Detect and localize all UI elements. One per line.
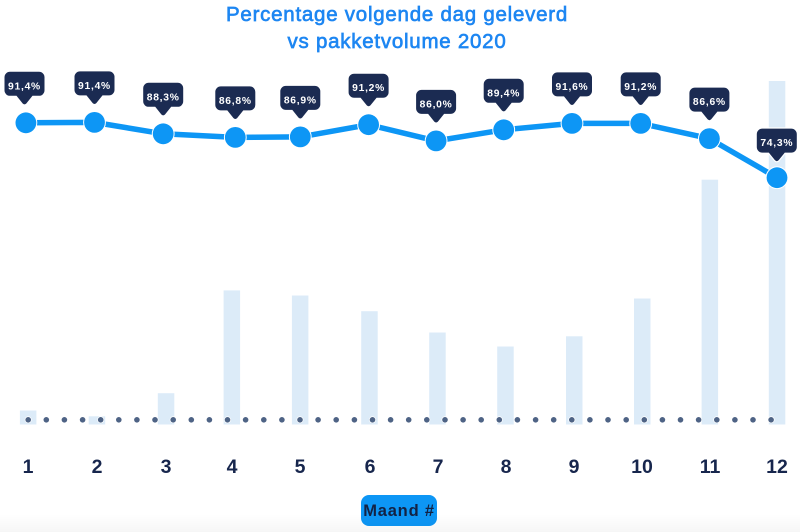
svg-text:88,3%: 88,3%: [147, 92, 180, 103]
svg-text:91,2%: 91,2%: [624, 82, 657, 93]
svg-text:86,8%: 86,8%: [219, 96, 252, 107]
svg-text:86,6%: 86,6%: [693, 97, 726, 108]
svg-text:91,6%: 91,6%: [556, 82, 589, 93]
svg-text:89,4%: 89,4%: [487, 88, 520, 99]
svg-text:86,9%: 86,9%: [284, 95, 317, 106]
svg-text:91,4%: 91,4%: [78, 81, 111, 92]
svg-text:91,2%: 91,2%: [352, 83, 385, 94]
svg-text:91,4%: 91,4%: [8, 81, 41, 92]
svg-text:86,0%: 86,0%: [420, 99, 453, 110]
svg-text:74,3%: 74,3%: [760, 138, 793, 149]
